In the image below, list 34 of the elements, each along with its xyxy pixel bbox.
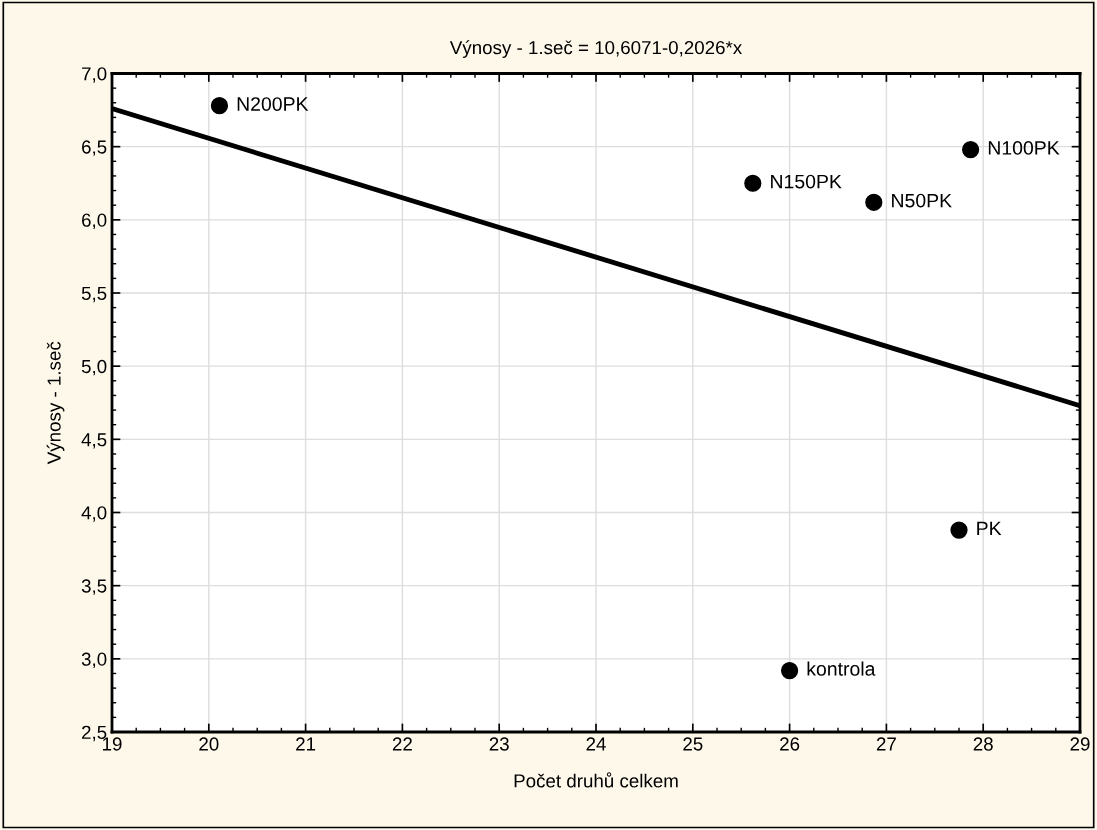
point <box>210 97 229 115</box>
point <box>962 140 980 159</box>
x-tick-label: 28 <box>973 737 993 751</box>
y-tick-label: 5,0 <box>81 359 107 376</box>
x-tick-label: 29 <box>1070 737 1090 751</box>
annotation: N100PK <box>988 141 1060 155</box>
chart-title: Výnosy - 1.seč = 10,6071-0,2026*x <box>449 40 742 58</box>
annotation: kontrola <box>807 661 876 676</box>
x-tick-label: 21 <box>296 737 316 751</box>
point <box>865 193 883 211</box>
annotation: N50PK <box>892 193 952 208</box>
y-tick-label: 3,0 <box>81 652 107 669</box>
point <box>950 521 968 539</box>
annotation: N200PK <box>237 97 309 111</box>
annotation: PK <box>977 521 1002 536</box>
point <box>744 174 762 192</box>
x-tick-label: 24 <box>586 737 606 751</box>
x-tick-label: 26 <box>780 737 800 751</box>
y-tick-label: 3,5 <box>81 579 107 595</box>
point <box>780 661 799 680</box>
x-tick-label: 25 <box>683 737 703 751</box>
annotation: N150PK <box>771 174 842 189</box>
y-tick-label: 7,0 <box>82 67 107 83</box>
y-tick-label: 6,0 <box>82 213 107 230</box>
y-tick-label: 4,5 <box>81 433 107 449</box>
y-axis-title: Výnosy - 1.seč <box>46 341 65 465</box>
y-tick-label: 5,5 <box>81 286 107 303</box>
x-tick-label: 22 <box>392 737 412 751</box>
x-tick-label: 20 <box>199 737 219 751</box>
y-tick-label: 4,0 <box>81 506 107 522</box>
x-tick-label: 23 <box>489 737 509 751</box>
x-tick-label: 27 <box>876 737 896 751</box>
x-axis-title: Počet druhů celkem <box>514 772 678 788</box>
y-tick-label: 6,5 <box>82 140 107 156</box>
